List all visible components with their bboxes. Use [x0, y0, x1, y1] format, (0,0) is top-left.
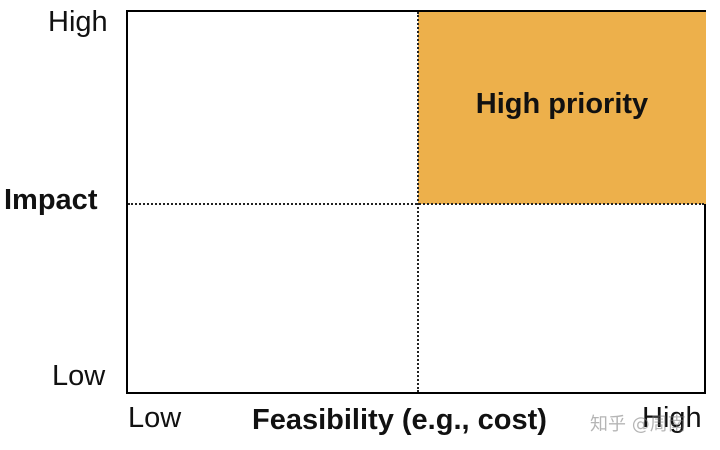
- watermark: 知乎 @周南: [590, 414, 686, 435]
- x-axis-low-label: Low: [128, 402, 182, 434]
- high-priority-label: High priority: [475, 87, 649, 120]
- x-axis-title: Feasibility (e.g., cost): [252, 404, 547, 436]
- y-axis-high-label: High: [48, 6, 108, 38]
- vertical-divider: [417, 12, 419, 392]
- y-axis-low-label: Low: [52, 360, 106, 392]
- matrix-frame: High priority: [126, 10, 706, 394]
- high-priority-quadrant: High priority: [418, 12, 706, 204]
- horizontal-divider: [128, 203, 704, 205]
- y-axis-title: Impact: [4, 184, 98, 216]
- x-axis-high-label: High: [642, 402, 702, 434]
